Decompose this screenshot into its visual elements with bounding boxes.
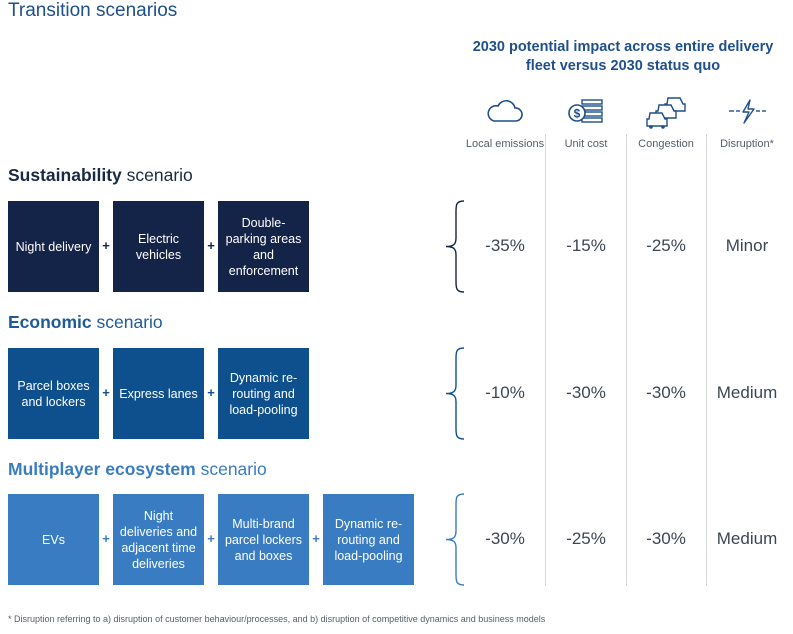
impact-value: -30% <box>646 529 686 548</box>
column-divider <box>545 134 546 586</box>
measure-box: Dynamic re-routing and load-pooling <box>323 494 414 585</box>
plus-sign: + <box>102 385 110 400</box>
impact-value: Medium <box>716 529 778 548</box>
scenario-title: Economic scenario <box>8 312 163 333</box>
cars-icon <box>626 96 706 130</box>
plus-sign: + <box>207 385 215 400</box>
measure-box: Night delivery <box>8 201 99 292</box>
scenario-suffix: scenario <box>195 459 267 479</box>
footnote: * Disruption referring to a) disruption … <box>8 614 546 624</box>
scenario-name: Multiplayer ecosystem <box>8 459 196 479</box>
scenario-name: Economic <box>8 312 92 332</box>
impact-value: Minor <box>725 236 769 255</box>
measure-box: EVs <box>8 494 99 585</box>
impact-value: -10% <box>485 383 525 402</box>
impact-value: -25% <box>646 236 686 255</box>
money-stack-icon: $ <box>546 96 626 130</box>
brace-icon <box>444 493 466 586</box>
plus-sign: + <box>312 531 320 546</box>
page-title: Transition scenarios <box>8 0 178 21</box>
brace-icon <box>444 347 466 440</box>
brace-icon <box>444 200 466 293</box>
scenario-title: Sustainability scenario <box>8 165 193 186</box>
column-divider <box>706 134 707 586</box>
impact-value: -15% <box>566 236 606 255</box>
column-label-local-emissions: Local emissions <box>465 138 545 150</box>
column-label-congestion: Congestion <box>638 138 694 150</box>
impact-value: -30% <box>646 383 686 402</box>
lightning-icon <box>707 96 787 130</box>
measure-box: Electric vehicles <box>113 201 204 292</box>
impact-value: -25% <box>566 529 606 548</box>
measure-box: Double-parking areas and enforcement <box>218 201 309 292</box>
scenario-suffix: scenario <box>121 165 193 185</box>
scenario-suffix: scenario <box>91 312 163 332</box>
scenario-name: Sustainability <box>8 165 122 185</box>
impact-value: -35% <box>485 236 525 255</box>
svg-text:$: $ <box>574 107 581 121</box>
plus-sign: + <box>207 238 215 253</box>
impact-value: Medium <box>716 383 778 402</box>
scenario-title: Multiplayer ecosystem scenario <box>8 459 267 480</box>
column-label-disruption: Disruption* <box>720 138 774 150</box>
measure-box: Express lanes <box>113 348 204 439</box>
cloud-icon <box>465 96 545 130</box>
measure-box: Dynamic re-routing and load-pooling <box>218 348 309 439</box>
plus-sign: + <box>102 238 110 253</box>
impact-value: -30% <box>485 529 525 548</box>
column-label-unit-cost: Unit cost <box>564 138 608 150</box>
impact-header: 2030 potential impact across entire deli… <box>472 39 774 74</box>
plus-sign: + <box>102 531 110 546</box>
impact-value: -30% <box>566 383 606 402</box>
measure-box: Multi-brand parcel lockers and boxes <box>218 494 309 585</box>
measure-box: Night deliveries and adjacent time deliv… <box>113 494 204 585</box>
plus-sign: + <box>207 531 215 546</box>
measure-box: Parcel boxes and lockers <box>8 348 99 439</box>
column-divider <box>626 134 627 586</box>
